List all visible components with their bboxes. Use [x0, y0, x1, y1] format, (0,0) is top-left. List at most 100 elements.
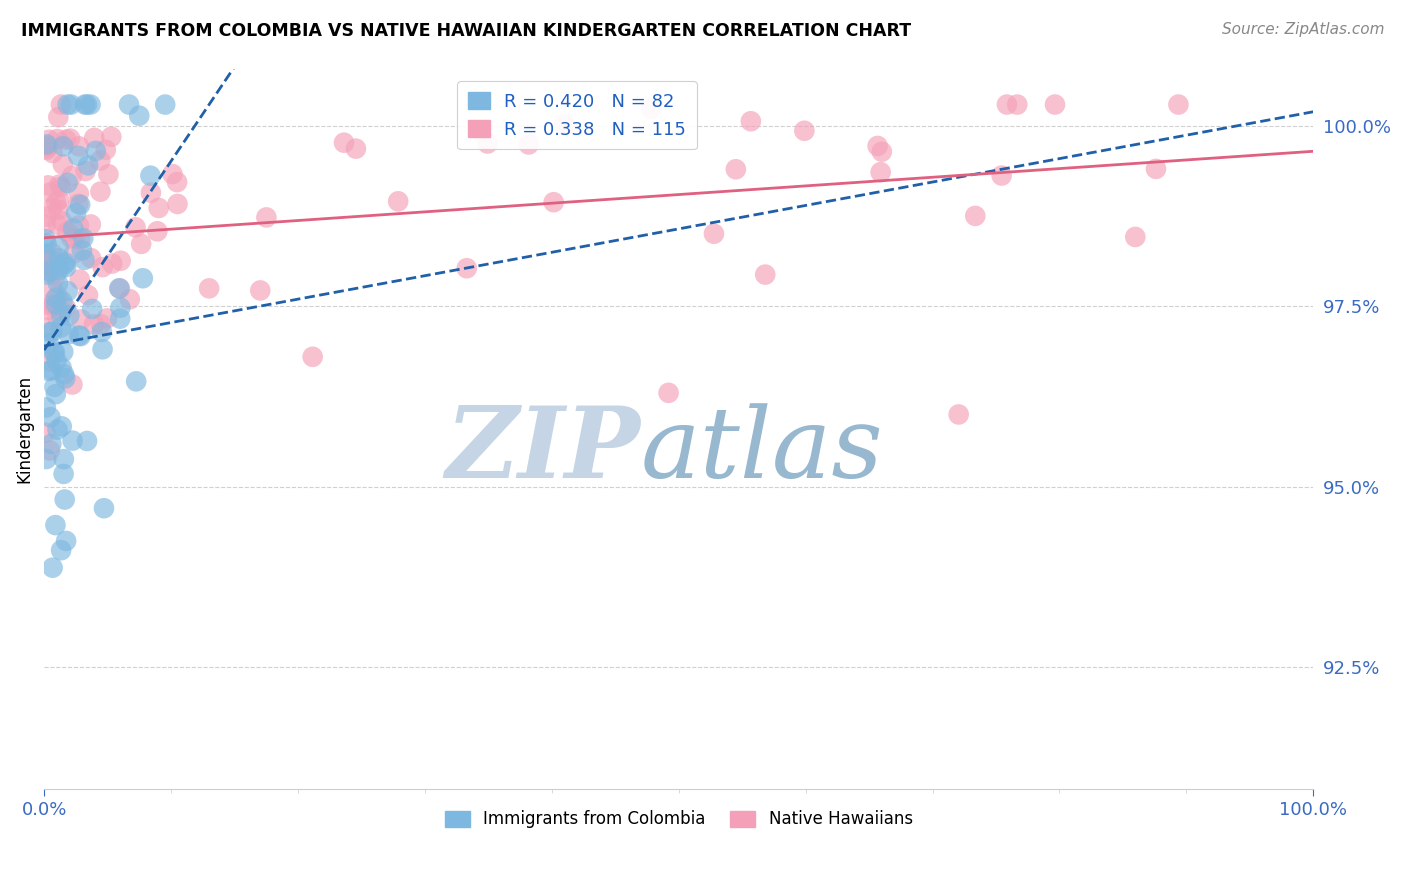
Point	[51, 360, 73, 375]
Point	[108, 311, 131, 326]
Point	[55, 255, 77, 269]
Point	[38, 325, 60, 339]
Point	[42, 254, 65, 268]
Point	[35, 137, 58, 152]
Point	[41, 325, 63, 339]
Point	[35, 252, 58, 267]
Point	[60, 169, 83, 183]
Point	[129, 236, 152, 251]
Point	[67, 328, 90, 343]
Point	[55, 260, 77, 274]
Point	[333, 136, 356, 150]
Point	[45, 257, 67, 271]
Point	[53, 371, 76, 385]
Point	[62, 434, 84, 448]
Point	[44, 518, 66, 533]
Point	[51, 304, 73, 318]
Point	[60, 231, 83, 245]
Point	[76, 97, 98, 112]
Point	[97, 167, 120, 181]
Point	[60, 97, 83, 112]
Point	[39, 256, 62, 270]
Point	[56, 284, 79, 298]
Point	[870, 145, 893, 159]
Point	[640, 102, 662, 116]
Point	[52, 344, 75, 359]
Point	[754, 268, 776, 282]
Point	[65, 206, 87, 220]
Point	[46, 202, 69, 217]
Point	[45, 353, 67, 368]
Point	[35, 210, 58, 224]
Point	[45, 387, 67, 401]
Point	[35, 252, 58, 267]
Point	[35, 140, 58, 154]
Point	[740, 114, 762, 128]
Point	[658, 385, 681, 400]
Point	[108, 281, 131, 295]
Point	[56, 97, 79, 112]
Point	[38, 264, 60, 278]
Point	[90, 318, 112, 332]
Point	[37, 268, 59, 282]
Point	[148, 201, 170, 215]
Point	[301, 350, 323, 364]
Point	[51, 214, 73, 228]
Point	[49, 180, 72, 194]
Point	[58, 327, 80, 342]
Point	[73, 252, 96, 267]
Point	[42, 346, 65, 360]
Point	[83, 318, 105, 332]
Point	[46, 423, 69, 437]
Point	[44, 380, 66, 394]
Point	[46, 277, 69, 291]
Point	[58, 309, 80, 323]
Point	[45, 297, 67, 311]
Point	[477, 136, 499, 151]
Point	[79, 97, 101, 112]
Point	[37, 178, 59, 193]
Point	[46, 310, 69, 325]
Point	[91, 343, 114, 357]
Point	[77, 288, 100, 302]
Point	[344, 142, 367, 156]
Point	[866, 139, 889, 153]
Point	[38, 443, 60, 458]
Point	[80, 251, 103, 265]
Point	[52, 467, 75, 481]
Point	[101, 256, 124, 270]
Point	[146, 224, 169, 238]
Y-axis label: Kindergarten: Kindergarten	[15, 375, 32, 483]
Point	[41, 260, 63, 274]
Point	[41, 145, 63, 160]
Point	[67, 186, 90, 201]
Point	[35, 321, 58, 335]
Point	[69, 198, 91, 212]
Point	[52, 452, 75, 467]
Point	[62, 377, 84, 392]
Point	[49, 308, 72, 322]
Point	[724, 162, 747, 177]
Point	[48, 263, 70, 277]
Point	[46, 289, 69, 303]
Point	[35, 236, 58, 251]
Point	[48, 193, 70, 207]
Point	[90, 325, 112, 339]
Point	[39, 186, 62, 200]
Point	[34, 232, 56, 246]
Point	[1144, 161, 1167, 176]
Point	[49, 320, 72, 334]
Point	[41, 560, 63, 574]
Point	[46, 110, 69, 124]
Point	[39, 410, 62, 425]
Point	[56, 176, 79, 190]
Point	[48, 241, 70, 255]
Point	[703, 227, 725, 241]
Point	[62, 221, 84, 235]
Point	[139, 169, 162, 183]
Point	[89, 153, 111, 168]
Point	[869, 165, 891, 179]
Point	[125, 375, 148, 389]
Point	[132, 271, 155, 285]
Point	[49, 543, 72, 558]
